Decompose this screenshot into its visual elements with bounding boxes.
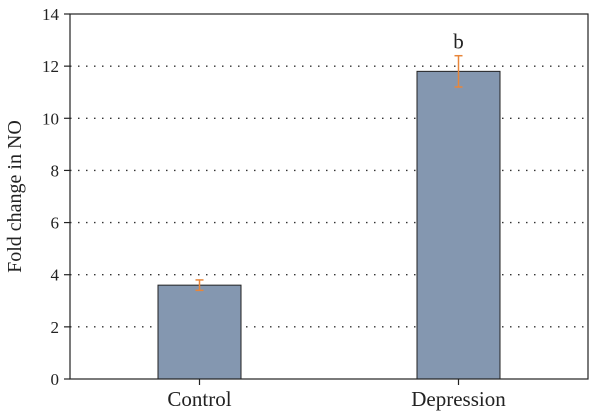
y-tick-label: 6 xyxy=(51,214,60,233)
y-tick-label: 0 xyxy=(51,370,60,389)
significance-letter: b xyxy=(453,30,464,54)
annotations-group: b xyxy=(453,30,464,54)
y-tick-label: 2 xyxy=(51,318,60,337)
y-tick-label: 12 xyxy=(42,57,59,76)
error-bars-group xyxy=(195,54,463,292)
bar-depression xyxy=(416,70,501,380)
y-tick-label: 14 xyxy=(42,5,60,24)
y-tick-label: 4 xyxy=(51,266,60,285)
y-tick-label: 8 xyxy=(51,161,60,180)
gridlines xyxy=(70,65,588,328)
y-axis-title: Fold change in NO xyxy=(4,120,26,273)
x-axis: Control Depression xyxy=(167,379,506,411)
plot-frame xyxy=(69,13,589,380)
y-tick-label: 10 xyxy=(42,109,59,128)
x-tick-label: Control xyxy=(167,387,231,411)
bar-control xyxy=(157,284,242,380)
y-axis: 0 2 4 6 8 10 12 14 xyxy=(42,5,70,389)
x-tick-label: Depression xyxy=(411,387,506,411)
bars-group xyxy=(157,70,501,380)
